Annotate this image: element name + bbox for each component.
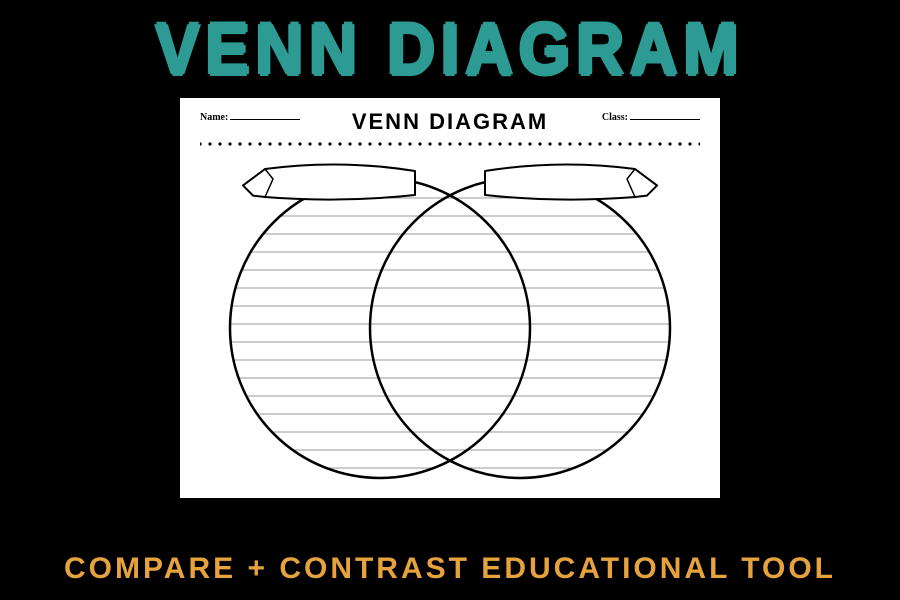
main-title: VENN DIAGRAM <box>0 0 900 90</box>
worksheet-card: Name: Class: VENN DIAGRAM <box>180 98 720 498</box>
name-field: Name: <box>200 112 300 123</box>
dotted-divider <box>200 141 700 147</box>
class-label: Class: <box>602 112 628 123</box>
class-field: Class: <box>602 112 700 123</box>
name-label: Name: <box>200 112 228 123</box>
venn-diagram <box>200 153 700 473</box>
subtitle: COMPARE + CONTRAST EDUCATIONAL TOOL <box>0 552 900 586</box>
